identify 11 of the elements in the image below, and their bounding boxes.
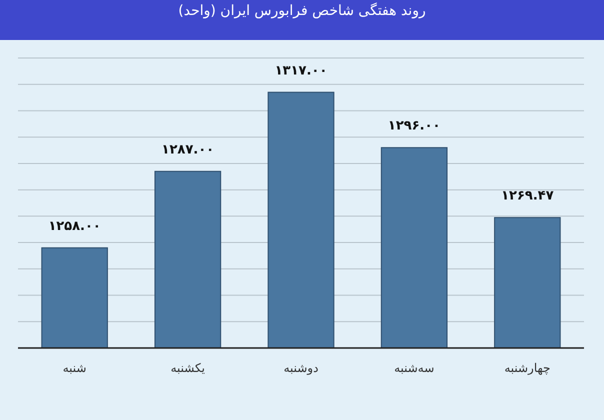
data-label: ۱۳۱۷.۰۰ (274, 63, 328, 78)
data-label: ۱۲۸۷.۰۰ (162, 142, 214, 158)
chart-title: روند هفتگی شاخص فرابورس ایران (واحد) (178, 2, 426, 19)
x-tick-label: دوشنبه (284, 361, 318, 375)
x-tick-label: شنبه (62, 361, 86, 375)
x-tick-label: چهارشنبه (504, 361, 550, 375)
x-tick-label: یکشنبه (170, 361, 205, 375)
data-label: ۱۲۶۹.۴۷ (501, 188, 554, 204)
data-label: ۱۲۵۸.۰۰ (48, 218, 101, 234)
x-tick-label: سه‌شنبه (394, 361, 434, 375)
data-label: ۱۲۹۶.۰۰ (388, 118, 440, 134)
